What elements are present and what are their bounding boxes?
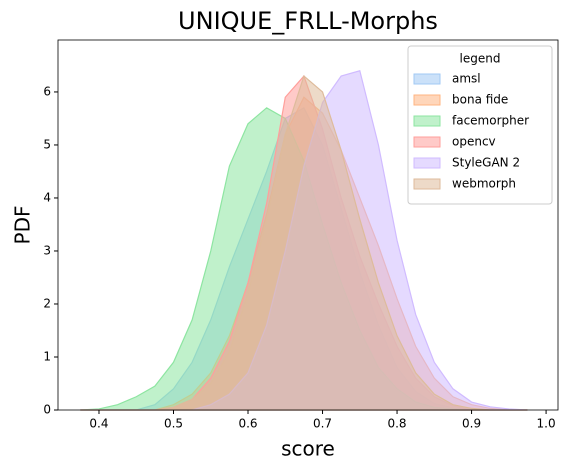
legend-title: legend (460, 52, 501, 66)
x-tick-label: 0.4 (89, 417, 108, 431)
plot-frame (57, 39, 559, 411)
y-tick-label: 5 (43, 137, 51, 151)
legend-label: amsl (452, 72, 481, 86)
y-tick-label: 0 (43, 403, 51, 417)
x-axis-label: score (281, 437, 335, 461)
x-tick-label: 0.9 (462, 417, 481, 431)
legend-label: webmorph (452, 177, 516, 191)
legend-label: opencv (452, 135, 496, 149)
legend-swatch (413, 136, 441, 148)
legend-swatch (413, 157, 441, 169)
legend-swatch (413, 73, 441, 85)
y-axis-label: PDF (11, 206, 35, 245)
x-tick-label: 0.5 (164, 417, 183, 431)
legend-box (407, 45, 553, 205)
density-area (80, 75, 528, 411)
y-tick-label: 2 (43, 296, 51, 310)
chart-title: UNIQUE_FRLL-Morphs (178, 7, 438, 35)
legend-label: StyleGAN 2 (452, 156, 520, 170)
legend-label: facemorpher (452, 114, 529, 128)
y-tick-label: 4 (43, 190, 51, 204)
x-tick-label: 0.7 (313, 417, 332, 431)
x-tick-label: 0.6 (238, 417, 257, 431)
y-tick-label: 6 (43, 84, 51, 98)
legend-swatch (413, 115, 441, 127)
x-tick-label: 0.8 (387, 417, 406, 431)
legend-swatch (413, 94, 441, 106)
legend-swatch (413, 178, 441, 190)
x-tick-label: 1.0 (537, 417, 556, 431)
legend-label: bona fide (452, 93, 508, 107)
y-tick-label: 1 (43, 349, 51, 363)
y-tick-label: 3 (43, 243, 51, 257)
